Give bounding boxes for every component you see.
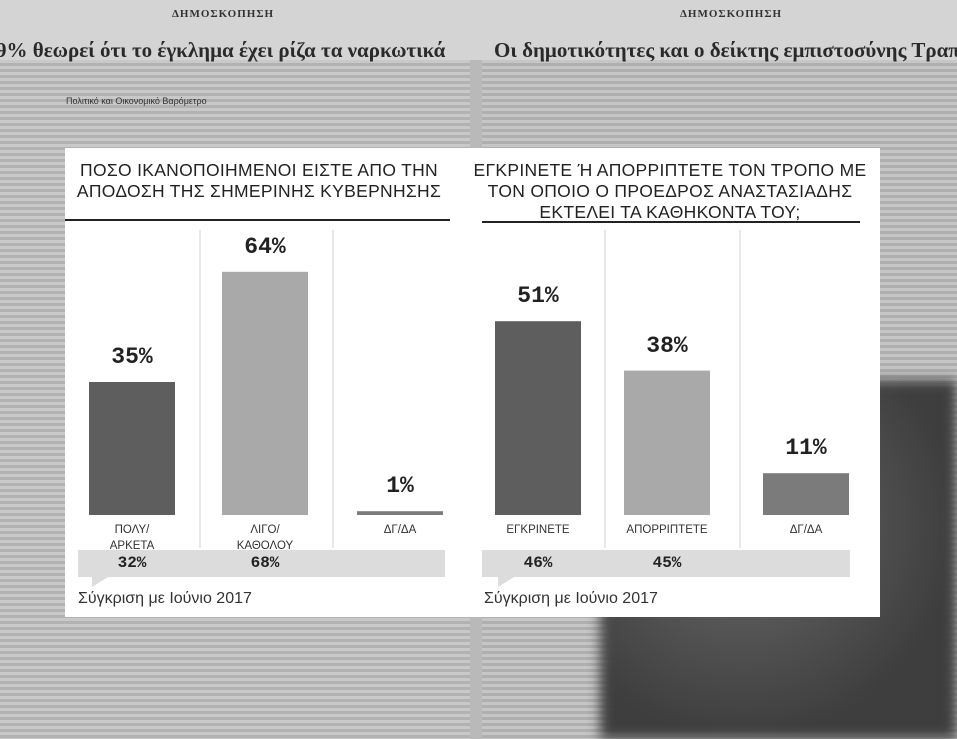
bar xyxy=(222,272,308,515)
bar xyxy=(495,321,581,515)
category-label: ΕΓΚΡΙΝΕΤΕ xyxy=(478,522,598,538)
category-label: ΛΙΓΟ/ ΚΑΘΟΛΟΥ xyxy=(205,522,325,554)
bar xyxy=(89,382,175,515)
category-label: ΑΠΟΡΡΙΠΤΕΤΕ xyxy=(607,522,727,538)
comparison-note: Σύγκριση με Ιούνιο 2017 xyxy=(484,590,658,608)
value-label: 51% xyxy=(488,283,588,309)
comparison-value: 46% xyxy=(488,554,588,572)
comparison-value: 45% xyxy=(617,554,717,572)
chart-title: ΕΓΚΡΙΝΕΤΕ Ή ΑΠΟΡΡΙΠΤΕΤΕ ΤΟΝ ΤΡΟΠΟ ΜΕ ΤΟΝ… xyxy=(470,160,870,223)
value-label: 11% xyxy=(756,435,856,461)
bar xyxy=(357,511,443,515)
comparison-pointer xyxy=(498,577,514,587)
chart-title: ΠΟΣΟ ΙΚΑΝΟΠΟΙΗΜΕΝΟΙ ΕΙΣΤΕ ΑΠΟ ΤΗΝ ΑΠΟΔΟΣ… xyxy=(65,160,453,202)
category-label: ΔΓ/ΔΑ xyxy=(746,522,866,538)
bar xyxy=(624,371,710,515)
comparison-value: 32% xyxy=(82,554,182,572)
page: ΔΗΜΟΣΚΟΠΗΣΗ ΔΗΜΟΣΚΟΠΗΣΗ 9% θεωρεί ότι το… xyxy=(0,0,957,739)
comparison-pointer xyxy=(92,577,108,587)
value-label: 1% xyxy=(350,473,450,499)
value-label: 35% xyxy=(82,344,182,370)
bar xyxy=(763,473,849,515)
category-label: ΠΟΛΥ/ ΑΡΚΕΤΑ xyxy=(72,522,192,554)
comparison-value: 68% xyxy=(215,554,315,572)
category-label: ΔΓ/ΔΑ xyxy=(340,522,460,538)
value-label: 64% xyxy=(215,234,315,260)
value-label: 38% xyxy=(617,333,717,359)
comparison-note: Σύγκριση με Ιούνιο 2017 xyxy=(78,590,252,608)
